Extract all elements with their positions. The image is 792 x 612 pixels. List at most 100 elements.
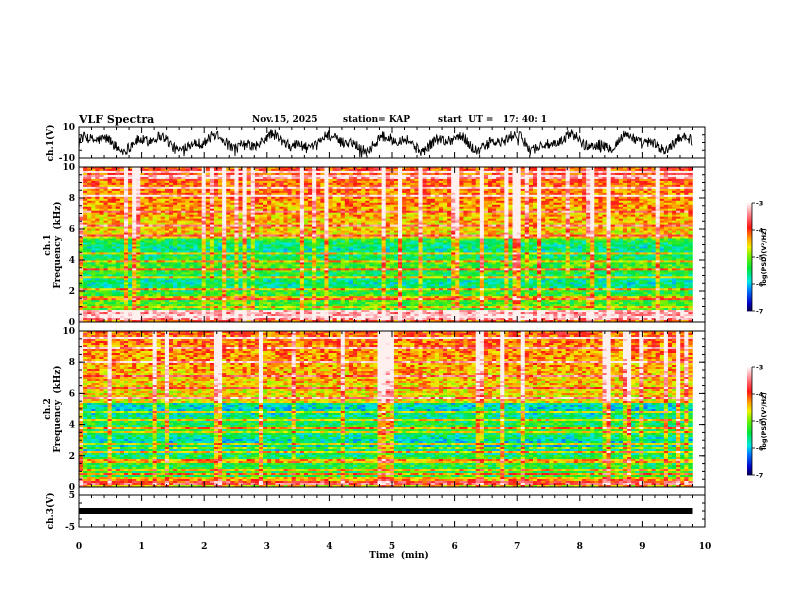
spectrogram-cell (209, 204, 215, 208)
spectrogram-cell (312, 310, 317, 313)
spectrogram-cell (91, 260, 96, 263)
spectrogram-cell (234, 308, 239, 311)
spectrogram-cell (238, 306, 243, 309)
spectrogram-cell (254, 244, 260, 247)
spectrogram-cell (164, 170, 170, 174)
spectrogram-cell (136, 270, 141, 273)
spectrogram-cell (295, 234, 301, 237)
spectrogram-cell (222, 284, 227, 287)
spectrogram-cell (189, 292, 194, 295)
spectrogram-cell (222, 168, 227, 172)
spectrogram-cell (136, 168, 141, 172)
spectrogram-cell (128, 276, 133, 279)
spectrogram-cell (156, 260, 162, 263)
spectrogram-cell (267, 310, 272, 313)
spectrogram-cell (132, 292, 137, 295)
spectrogram-cell (140, 218, 145, 221)
spectrogram-cell (189, 300, 194, 303)
spectrogram-cell (148, 240, 153, 243)
spectrogram-cell (320, 226, 325, 229)
spectrogram-cell (79, 320, 84, 323)
spectrogram-cell (156, 288, 162, 291)
spectrogram-cell (185, 252, 190, 255)
spectrogram-cell (107, 316, 113, 319)
spectrogram-cell (103, 220, 108, 223)
spectrogram-cell (271, 182, 276, 186)
spectrogram-cell (189, 190, 194, 194)
spectrogram-cell (87, 250, 92, 253)
spectrogram-cell (234, 242, 239, 245)
spectrogram-cell (95, 248, 100, 251)
spectrogram-cell (185, 212, 190, 215)
spectrogram-cell (95, 228, 100, 231)
spectrogram-cell (115, 184, 121, 188)
spectrogram-cell (119, 212, 125, 215)
spectrogram-cell (230, 182, 235, 186)
spectrogram-cell (181, 250, 186, 253)
spectrogram-cell (152, 294, 158, 297)
spectrogram-cell (87, 232, 92, 235)
spectrogram-cell (213, 260, 219, 263)
spectrogram-cell (238, 234, 243, 237)
spectrogram-cell (312, 286, 317, 289)
spectrogram-cell (168, 168, 174, 172)
spectrogram-cell (164, 250, 170, 253)
spectrogram-cell (132, 288, 137, 291)
spectrogram-cell (316, 294, 321, 297)
spectrogram-cell (177, 286, 182, 289)
spectrogram-cell (193, 184, 198, 188)
spectrogram-cell (181, 248, 186, 251)
spectrogram-cell (287, 226, 292, 229)
spectrogram-cell (103, 234, 108, 237)
spectrogram-cell (123, 300, 129, 303)
spectrogram-cell (254, 254, 260, 257)
spectrogram-cell (152, 250, 158, 253)
spectrogram-cell (234, 214, 239, 217)
spectrogram-cell (213, 232, 219, 235)
spectrogram-cell (242, 234, 247, 237)
spectrogram-cell (275, 167, 280, 170)
spectrogram-cell (312, 200, 317, 204)
spectrogram-cell (136, 306, 141, 309)
spectrogram-cell (299, 167, 305, 170)
spectrogram-cell (295, 304, 301, 307)
spectrogram-cell (156, 182, 162, 186)
spectrogram-cell (213, 206, 219, 210)
spectrogram-cell (189, 238, 194, 241)
spectrogram-cell (234, 198, 239, 202)
spectrogram-cell (324, 284, 329, 287)
spectrogram-cell (320, 242, 325, 245)
spectrogram-cell (275, 248, 280, 251)
spectrogram-cell (242, 320, 247, 323)
spectrogram-cell (152, 254, 158, 257)
spectrogram-cell (83, 168, 88, 172)
spectrogram-cell (287, 182, 292, 186)
spectrogram-cell (173, 254, 178, 257)
spectrogram-cell (119, 294, 125, 297)
spectrogram-cell (213, 302, 219, 305)
spectrogram-cell (238, 304, 243, 307)
spectrogram-cell (156, 178, 162, 182)
spectrogram-cell (263, 212, 268, 215)
spectrogram-cell (283, 190, 288, 194)
spectrogram-cell (152, 240, 158, 243)
spectrogram-cell (271, 206, 276, 210)
spectrogram-cell (303, 196, 309, 200)
spectrogram-cell (238, 212, 243, 215)
spectrogram-cell (246, 278, 252, 281)
spectrogram-cell (152, 210, 158, 214)
spectrogram-cell (254, 252, 260, 255)
spectrogram-cell (193, 167, 198, 170)
spectrogram-cell (283, 236, 288, 239)
spectrogram-cell (148, 250, 153, 253)
spectrogram-cell (189, 270, 194, 273)
spectrogram-cell (254, 296, 260, 299)
spectrogram-cell (115, 200, 121, 204)
spectrogram-cell (291, 314, 297, 317)
spectrogram-cell (201, 220, 207, 223)
spectrogram-cell (254, 226, 260, 229)
spectrogram-cell (83, 230, 88, 233)
spectrogram-cell (185, 167, 190, 170)
spectrogram-cell (291, 224, 297, 227)
spectrogram-cell (189, 236, 194, 239)
